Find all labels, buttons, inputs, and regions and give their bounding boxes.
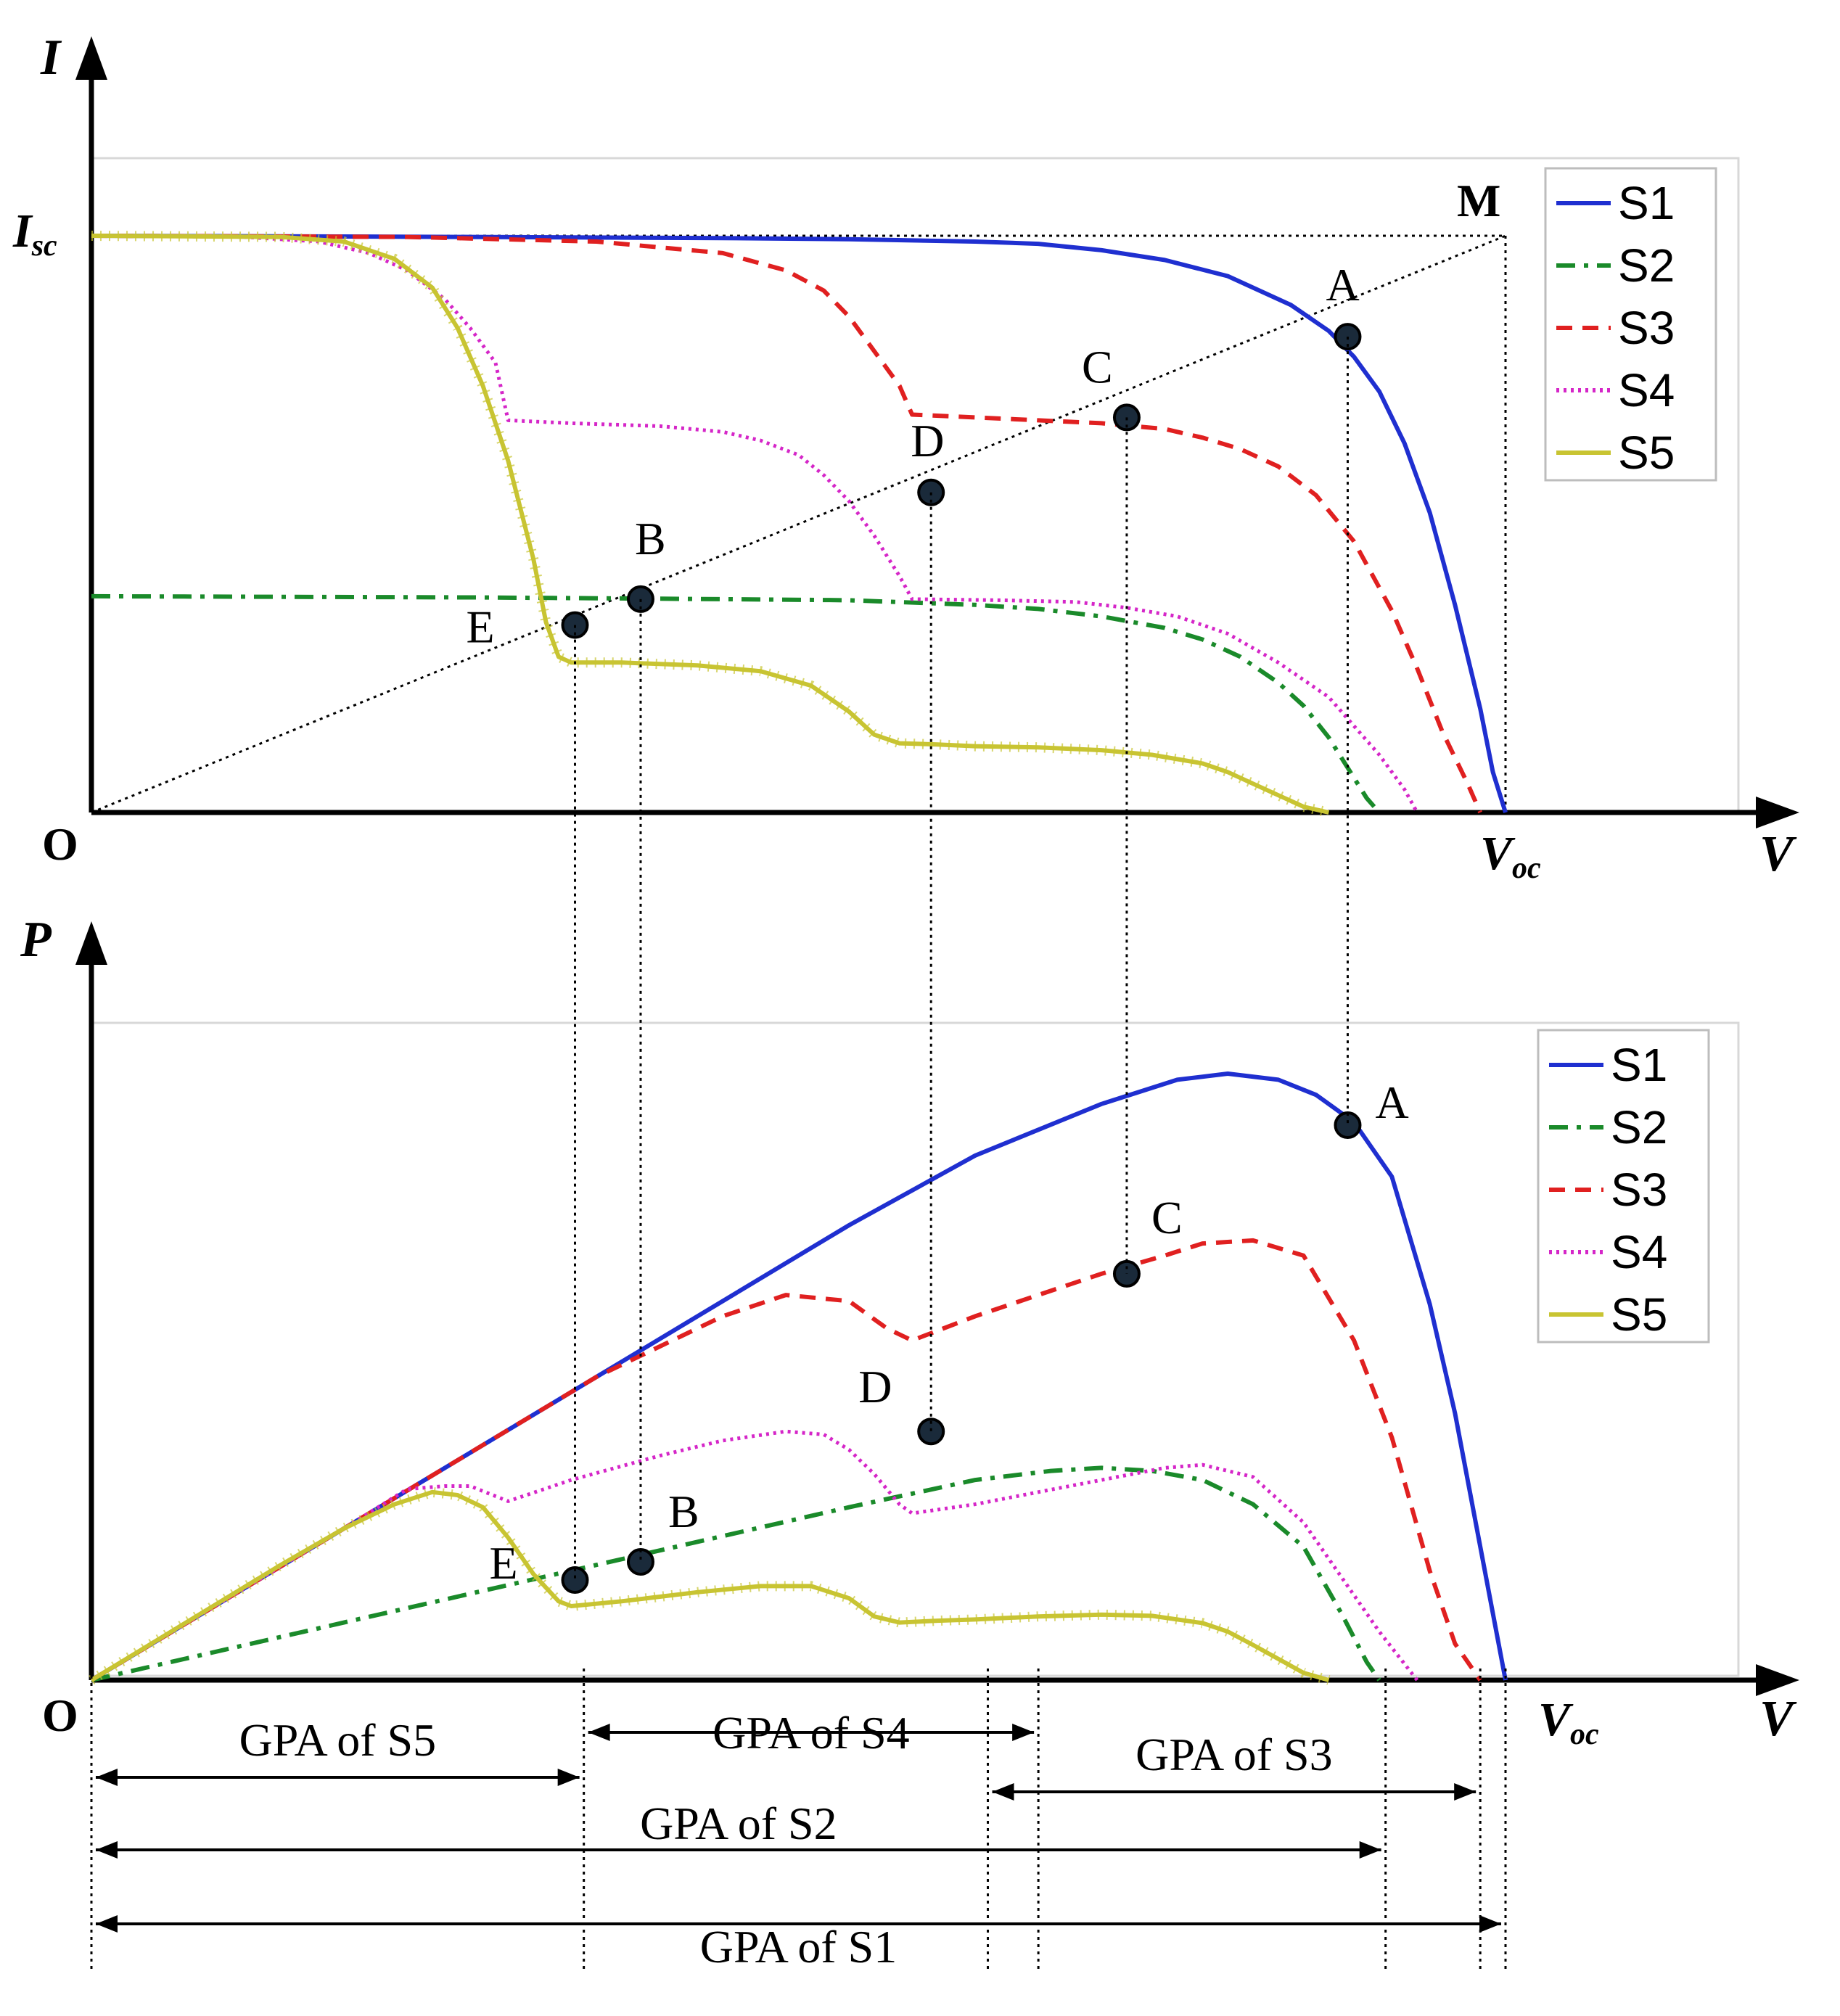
pv-x-axis-label: V (1759, 1691, 1797, 1747)
iv-legend: S1 S2 S3 S4 S5 (1544, 167, 1717, 482)
iv-origin-label: O (42, 818, 78, 870)
point-d-label: D (858, 1361, 892, 1412)
legend-label-s5: S5 (1611, 1288, 1667, 1341)
point-e-label: E (466, 601, 494, 653)
pv-x-axis-arrow (1756, 1664, 1799, 1696)
legend-label-s2: S2 (1618, 239, 1675, 292)
pv-y-axis-label: P (20, 912, 52, 968)
isc-main: I (12, 205, 33, 258)
pv-voc-label: Voc (1538, 1693, 1599, 1751)
gpa-label: GPA of S2 (640, 1798, 837, 1849)
gpa-label: GPA of S1 (700, 1921, 898, 1972)
legend-box (1537, 1029, 1710, 1344)
load-line (91, 234, 1506, 814)
gpa-arrow-head-left (992, 1783, 1014, 1801)
gpa-arrow-head-right (1479, 1915, 1501, 1933)
series-s3-line (91, 234, 1482, 814)
iv-y-axis-label: I (40, 30, 62, 86)
isc-label: Isc (12, 205, 57, 263)
iv-voc-label: Voc (1480, 827, 1541, 885)
series-s5-line (91, 234, 1330, 815)
iv-operating-points: A B C D E (466, 259, 1362, 653)
legend-label-s1: S1 (1611, 1039, 1667, 1091)
legend-label-s5: S5 (1618, 427, 1675, 479)
pv-operating-points: A B C D E (489, 1077, 1409, 1595)
gpa-arrow-head-left (96, 1841, 118, 1859)
series-s4-line (90, 1429, 1419, 1682)
pv-y-axis-arrow (75, 921, 107, 965)
pv-voc-sub: oc (1570, 1718, 1599, 1751)
point-e-label: E (489, 1537, 517, 1589)
gpa-arrow-head-right (1454, 1783, 1476, 1801)
legend-label-s4: S4 (1618, 364, 1675, 416)
legend-box (1544, 167, 1717, 482)
gpa-arrow-head-left (96, 1915, 118, 1933)
gpa-arrow-head-right (1012, 1724, 1035, 1741)
iv-chart: I V O Isc Voc M A B C D E S1 S2 S3 S4 S5 (12, 30, 1799, 885)
point-c-label: C (1082, 341, 1113, 392)
pv-chart: P V O Voc A B C D E S1 S2 S3 S4 S5 (20, 912, 1799, 1751)
series-s4-line (91, 234, 1419, 814)
pv-origin-label: O (42, 1690, 78, 1741)
legend-label-s3: S3 (1618, 302, 1675, 354)
point-c-label: C (1151, 1192, 1183, 1243)
iv-voc-main: V (1480, 827, 1516, 880)
iv-y-axis-arrow (75, 36, 107, 80)
series-s5-markers (91, 231, 1330, 818)
point-b-label: B (668, 1486, 699, 1537)
point-e-marker (561, 1566, 589, 1595)
point-b-label: B (635, 513, 666, 564)
legend-label-s3: S3 (1611, 1164, 1667, 1216)
iv-plot-frame (90, 157, 1740, 812)
gpa-label: GPA of S3 (1135, 1729, 1333, 1780)
series-s3-line (90, 1238, 1482, 1682)
isc-sub: sc (31, 229, 57, 263)
legend-label-s4: S4 (1611, 1226, 1667, 1278)
pv-series-group (89, 1071, 1508, 1685)
point-a-label: A (1326, 259, 1359, 310)
legend-label-s2: S2 (1611, 1101, 1667, 1153)
connecting-guide-lines (573, 337, 1349, 1581)
iv-x-axis-label: V (1759, 826, 1797, 882)
gpa-arrow-head-right (557, 1769, 580, 1786)
corner-m-label: M (1457, 175, 1500, 226)
iv-voc-sub: oc (1512, 852, 1541, 885)
point-a-marker (1334, 1111, 1362, 1140)
pv-plot-frame (90, 1021, 1740, 1677)
gpa-label: GPA of S5 (239, 1714, 437, 1766)
iv-series-group (91, 231, 1508, 818)
iv-x-axis-arrow (1756, 797, 1799, 828)
point-d-label: D (911, 415, 944, 466)
series-s2-line (91, 593, 1381, 814)
series-s5-line (90, 1489, 1330, 1682)
series-s5-markers (89, 1486, 1331, 1685)
legend-label-s1: S1 (1618, 177, 1675, 229)
point-a-label: A (1375, 1077, 1408, 1128)
gpa-arrow-head-left (96, 1769, 118, 1786)
series-s2-line (91, 1465, 1381, 1682)
gpa-arrow-head-left (588, 1724, 610, 1741)
gpa-annotations: GPA of S5 GPA of S4 GPA of S3 GPA of S2 GPA … (90, 1669, 1507, 1973)
pv-legend: S1 S2 S3 S4 S5 (1537, 1029, 1710, 1344)
iv-guide-lines (91, 234, 1507, 814)
series-s1-line (90, 1071, 1508, 1682)
gpa-arrow-head-right (1359, 1841, 1381, 1859)
gpa-label: GPA of S4 (712, 1707, 910, 1758)
pv-voc-main: V (1538, 1693, 1574, 1746)
point-d-marker (917, 1418, 945, 1446)
series-s1-line (91, 234, 1508, 813)
